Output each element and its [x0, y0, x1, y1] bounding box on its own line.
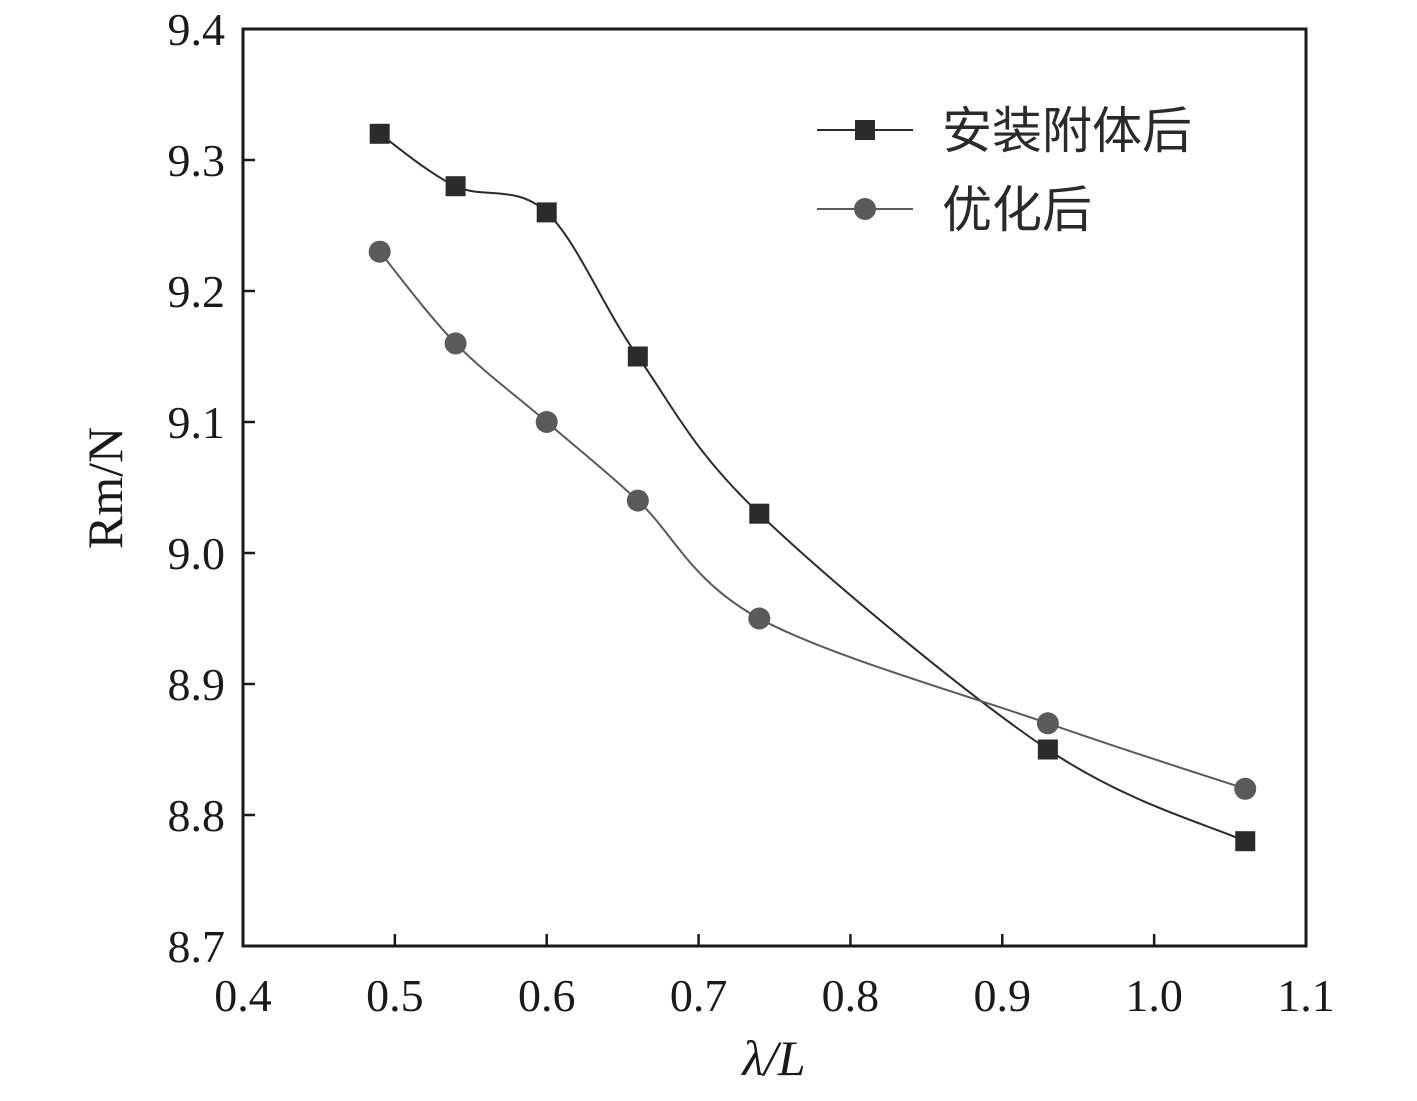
data-point-circle: [748, 607, 771, 630]
data-point-circle: [368, 240, 391, 263]
series-line-1: [379, 132, 1246, 843]
data-point-circle: [1036, 712, 1059, 735]
data-point-square: [627, 346, 648, 367]
y-tick-label: 9.2: [168, 266, 226, 317]
axes-layer: 0.4 0.5 0.6 0.7 0.8 0.9 1.0 1.1 8.7 8.8 8.9 9.0 9.1 9…: [168, 4, 1335, 1021]
y-tick-label: 9.4: [168, 4, 226, 55]
data-point-square: [445, 176, 466, 197]
series-layer: [368, 123, 1257, 852]
y-axis-title: Rm/N: [77, 427, 133, 549]
data-point-circle: [444, 332, 467, 355]
data-point-square: [749, 503, 770, 524]
y-tick-label: 8.8: [168, 790, 226, 841]
y-tick-label: 8.7: [168, 921, 226, 972]
legend-marker-square: [855, 120, 875, 140]
x-tick-label: 0.5: [366, 970, 424, 1021]
y-tick-label: 9.0: [168, 528, 226, 579]
x-tick-label: 1.0: [1125, 970, 1183, 1021]
data-point-circle: [626, 489, 649, 512]
x-tick-label: 0.9: [974, 970, 1032, 1021]
data-point-circle: [535, 411, 558, 433]
data-point-square: [1235, 831, 1256, 852]
y-tick-label: 9.3: [168, 135, 226, 186]
legend-marker-circle: [854, 198, 876, 220]
y-tick-label: 8.9: [168, 659, 226, 710]
legend-label-1: 安装附体后: [942, 102, 1192, 160]
x-tick-label: 1.1: [1277, 970, 1335, 1021]
x-tick-label: 0.6: [518, 970, 576, 1021]
x-tick-label: 0.4: [214, 970, 272, 1021]
y-tick-label: 9.1: [168, 397, 226, 448]
data-point-square: [1037, 739, 1058, 760]
legend-label-2: 优化后: [942, 181, 1092, 239]
x-tick-label: 0.7: [670, 970, 728, 1021]
plot-frame: [241, 27, 1308, 948]
x-tick-label: 0.8: [822, 970, 880, 1021]
data-point-square: [536, 202, 557, 223]
data-point-square: [369, 123, 390, 144]
x-axis-title: λ/L: [740, 1030, 805, 1086]
data-point-circle: [1234, 777, 1257, 800]
series-line-2: [378, 251, 1246, 790]
